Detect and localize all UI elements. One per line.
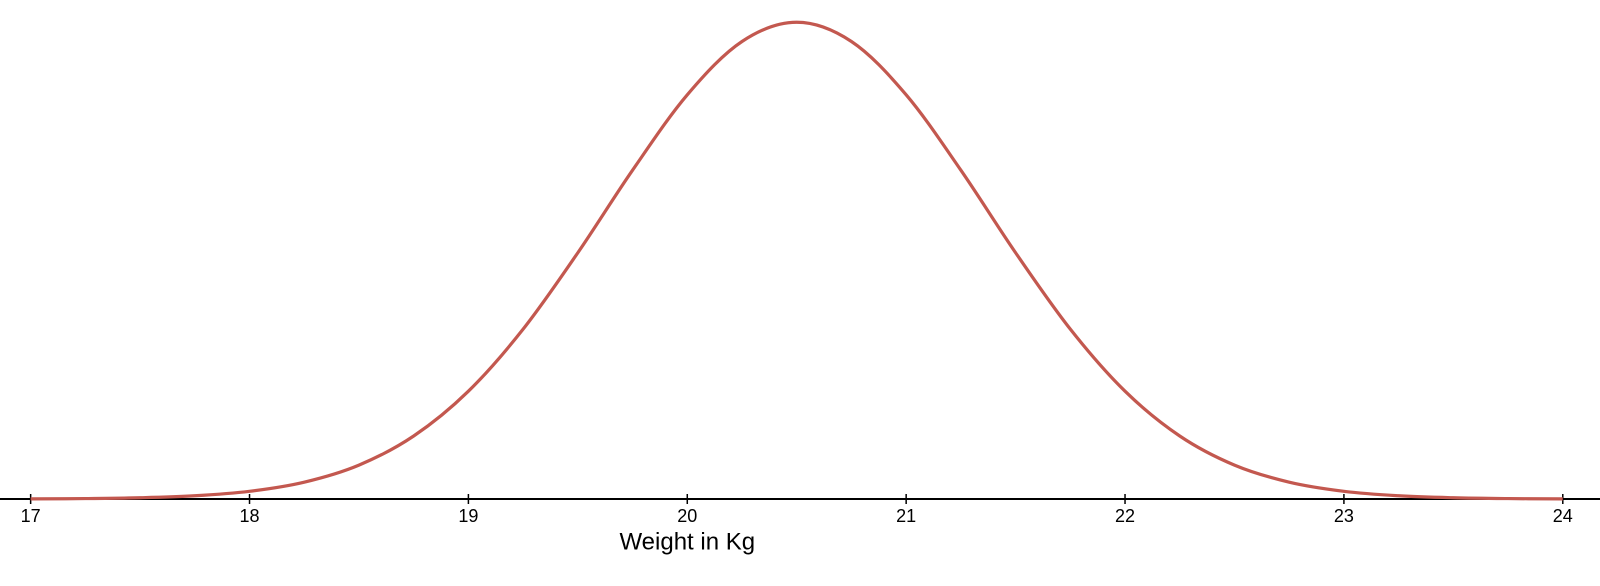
x-tick-label: 17	[21, 506, 41, 526]
x-tick-label: 18	[240, 506, 260, 526]
x-tick-label: 23	[1334, 506, 1354, 526]
x-tick-label: 24	[1553, 506, 1573, 526]
x-tick-label: 22	[1115, 506, 1135, 526]
x-axis-label: Weight in Kg	[619, 528, 755, 555]
x-tick-label: 21	[896, 506, 916, 526]
density-curve	[30, 20, 1563, 501]
x-tick-label: 19	[458, 506, 478, 526]
x-tick-label: 20	[677, 506, 697, 526]
